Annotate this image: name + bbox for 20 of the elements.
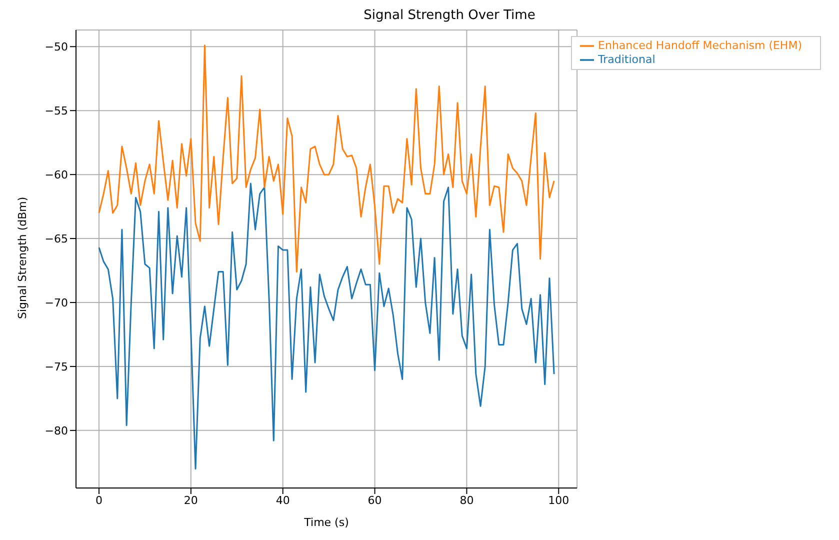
y-tick-label: −50: [44, 40, 68, 54]
y-tick-label: −70: [44, 296, 68, 310]
y-tick-label: −60: [44, 168, 68, 182]
line-series: [98, 44, 555, 273]
legend-label: Enhanced Handoff Mechanism (EHM): [598, 39, 802, 52]
y-tick-label: −55: [44, 104, 68, 118]
legend-label: Traditional: [598, 53, 656, 66]
x-tick-label: 100: [548, 494, 570, 507]
y-tick-label: −65: [44, 232, 68, 246]
x-axis-title: Time (s): [303, 516, 349, 529]
x-tick-label: 40: [276, 494, 290, 507]
x-tick-label: 80: [460, 494, 474, 507]
x-tick-label: 0: [95, 494, 102, 507]
y-tick-label: −75: [44, 360, 68, 374]
line-series: [98, 182, 555, 470]
y-axis-title: Signal Strength (dBm): [16, 196, 29, 319]
y-tick-label: −80: [44, 424, 68, 438]
chart-title: Signal Strength Over Time: [362, 8, 536, 25]
x-tick-label: 60: [368, 494, 382, 507]
x-tick-label: 20: [184, 494, 198, 507]
